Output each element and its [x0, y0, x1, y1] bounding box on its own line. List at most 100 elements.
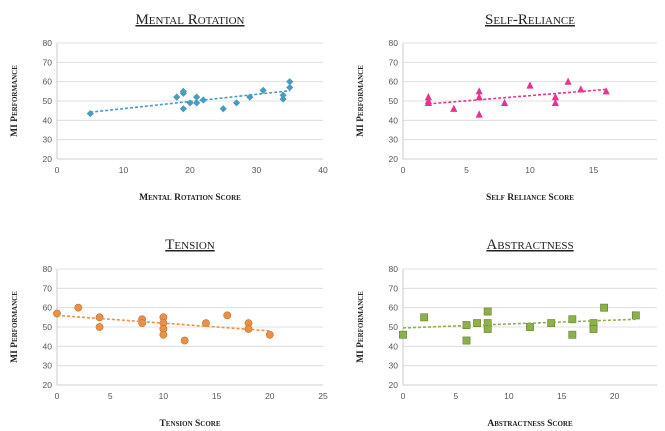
mental-rotation-data-point — [286, 78, 294, 86]
abstractness-data-point — [589, 325, 598, 333]
mental-rotation-data-point — [286, 83, 294, 92]
mental-rotation-data-point — [232, 99, 241, 107]
mental-rotation-x-tick-label: 0 — [55, 165, 60, 175]
mental-rotation-data-point — [199, 96, 207, 104]
abstractness-y-tick-label: 60 — [389, 303, 399, 313]
abstractness-trendline — [402, 318, 636, 329]
mental-rotation-y-tick-label: 20 — [43, 154, 53, 164]
self-reliance-y-tick-label: 70 — [389, 57, 399, 67]
abstractness-data-point — [420, 313, 429, 322]
self-reliance-y-axis-label: MI Performance — [356, 65, 366, 137]
self-reliance-y-tick-label: 40 — [389, 115, 399, 125]
tension-y-tick-label: 50 — [43, 322, 53, 332]
abstractness-data-point — [547, 319, 556, 328]
self-reliance-data-point — [564, 77, 572, 85]
mental-rotation-data-point — [279, 91, 287, 99]
abstractness-x-axis-label: Abstractness Score — [487, 419, 573, 429]
mental-rotation-y-tick-label: 50 — [43, 96, 53, 106]
abstractness-data-point — [483, 307, 492, 316]
self-reliance-data-point — [424, 93, 432, 101]
self-reliance-data-point — [551, 98, 559, 107]
mental-rotation-y-axis-label: MI Performance — [10, 65, 20, 137]
abstractness-panel: 20 30 40 50 60 70 80 0 5 10 15 20 Abstractness Abstra… — [356, 237, 657, 429]
mental-rotation-y-tick-label: 60 — [43, 77, 53, 87]
tension-x-tick-label: 20 — [265, 391, 275, 401]
abstractness-data-point — [483, 325, 492, 333]
tension-x-tick-label: 10 — [159, 391, 169, 401]
tension-y-tick-label: 70 — [43, 283, 53, 293]
mental-rotation-y-tick-label: 80 — [43, 38, 53, 48]
mental-rotation-data-point — [86, 109, 94, 118]
tension-x-tick-label: 5 — [108, 391, 113, 401]
abstractness-x-tick-label: 0 — [401, 391, 406, 401]
mental-rotation-trendline — [90, 89, 290, 114]
abstractness-x-tick-label: 20 — [610, 391, 620, 401]
self-reliance-y-tick-label: 30 — [389, 135, 399, 145]
mental-rotation-data-point — [219, 105, 227, 113]
mental-rotation-data-point — [179, 105, 187, 113]
abstractness-data-point — [568, 330, 577, 339]
tension-data-point — [95, 323, 104, 331]
abstractness-y-axis-label: MI Performance — [356, 291, 366, 363]
abstractness-data-point — [526, 323, 534, 331]
tension-y-tick-label: 60 — [43, 303, 53, 313]
mental-rotation-x-axis-label: Mental Rotation Score — [139, 193, 241, 203]
abstractness-data-point — [631, 311, 640, 320]
mental-rotation-panel: 20 30 40 50 60 70 80 0 10 20 30 40 Mental Rotation Me… — [10, 12, 328, 203]
mental-rotation-x-tick-label: 10 — [119, 165, 129, 175]
self-reliance-data-point — [501, 98, 509, 107]
tension-x-axis-label: Tension Score — [159, 419, 220, 429]
tension-data-point — [223, 311, 232, 320]
abstractness-data-point — [600, 303, 608, 312]
self-reliance-x-tick-label: 10 — [525, 165, 535, 175]
self-reliance-data-point — [475, 93, 483, 101]
mental-rotation-x-tick-label: 40 — [318, 165, 328, 175]
tension-data-point — [95, 313, 104, 322]
self-reliance-data-point — [577, 85, 585, 93]
self-reliance-panel: 20 30 40 50 60 70 80 0 5 10 15 Self-Reliance Self Re… — [356, 12, 657, 203]
abstractness-y-tick-label: 40 — [389, 341, 399, 351]
tension-x-tick-label: 15 — [212, 391, 222, 401]
tension-panel: 20 30 40 50 60 70 80 0 5 10 15 20 25 Tension Tension S… — [10, 237, 328, 429]
mental-rotation-data-point — [279, 95, 287, 103]
mental-rotation-data-point — [179, 87, 187, 95]
mental-rotation-y-tick-label: 70 — [43, 57, 53, 67]
abstractness-data-point — [473, 319, 481, 328]
mental-rotation-data-point — [173, 93, 181, 101]
self-reliance-x-tick-label: 0 — [401, 165, 406, 175]
mental-rotation-data-point — [186, 99, 194, 107]
mental-rotation-y-tick-label: 40 — [43, 115, 53, 125]
mental-rotation-data-point — [259, 86, 267, 94]
tension-y-tick-label: 20 — [43, 380, 53, 390]
tension-data-point — [74, 303, 83, 312]
abstractness-y-tick-label: 70 — [389, 283, 399, 293]
self-reliance-y-tick-label: 80 — [389, 38, 399, 48]
self-reliance-data-point — [475, 110, 483, 118]
tension-data-point — [265, 330, 274, 339]
self-reliance-data-point — [551, 93, 559, 101]
self-reliance-title: Self-Reliance — [485, 12, 575, 28]
self-reliance-data-point — [450, 104, 458, 112]
tension-data-point — [159, 330, 168, 339]
tension-data-point — [180, 336, 189, 345]
abstractness-data-point — [568, 315, 577, 324]
tension-x-tick-label: 0 — [55, 391, 60, 401]
tension-y-axis-label: MI Performance — [10, 291, 20, 363]
abstractness-x-tick-label: 5 — [454, 391, 459, 401]
tension-y-tick-label: 30 — [43, 361, 53, 371]
tension-data-point — [202, 319, 210, 328]
self-reliance-data-point — [475, 87, 483, 95]
tension-y-tick-label: 80 — [43, 264, 53, 274]
abstractness-y-tick-label: 20 — [389, 380, 399, 390]
self-reliance-y-tick-label: 50 — [389, 96, 399, 106]
mental-rotation-title: Mental Rotation — [135, 12, 244, 28]
self-reliance-y-tick-label: 20 — [389, 154, 399, 164]
self-reliance-x-tick-label: 15 — [589, 165, 599, 175]
abstractness-y-tick-label: 50 — [389, 322, 399, 332]
abstractness-data-point — [399, 330, 407, 339]
self-reliance-x-axis-label: Self Reliance Score — [486, 193, 574, 203]
mental-rotation-x-tick-label: 20 — [185, 165, 195, 175]
self-reliance-y-tick-label: 60 — [389, 77, 399, 87]
self-reliance-trendline — [428, 88, 607, 105]
mental-rotation-x-tick-label: 30 — [252, 165, 262, 175]
